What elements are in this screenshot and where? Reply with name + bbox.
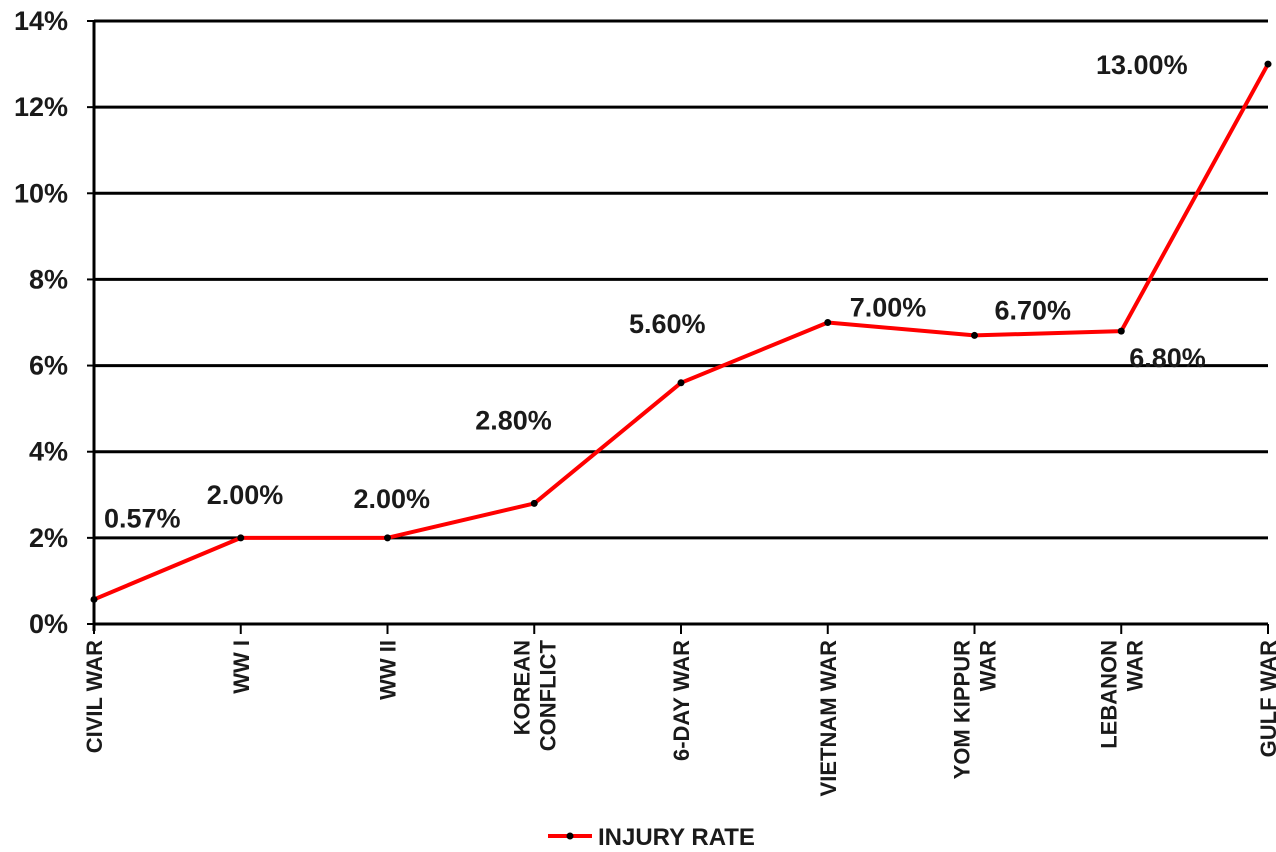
x-axis-ticks: CIVIL WAR WW I WW II KOREAN CONFLICT 6-DAY WA… <box>82 624 1276 796</box>
y-tick-label: 8% <box>29 264 68 294</box>
x-tick-label: WW II <box>376 640 401 700</box>
x-tick-label: GULF WAR <box>1256 640 1276 757</box>
data-label: 5.60% <box>629 309 706 339</box>
x-tick-label: WAR <box>1122 640 1147 691</box>
x-tick-label: 6-DAY WAR <box>669 640 694 761</box>
y-tick-label: 6% <box>29 351 68 381</box>
legend: INJURY RATE <box>548 824 755 851</box>
y-tick-label: 12% <box>14 92 68 122</box>
legend-marker <box>566 832 574 840</box>
data-label: 0.57% <box>104 503 181 533</box>
data-point <box>1117 327 1125 335</box>
data-label: 2.00% <box>354 484 431 514</box>
data-point <box>90 595 98 603</box>
y-tick-label: 0% <box>29 609 68 639</box>
data-label: 6.70% <box>995 295 1072 325</box>
data-point <box>824 319 832 326</box>
data-point <box>237 534 245 542</box>
y-tick-label: 2% <box>29 523 68 553</box>
data-label: 2.00% <box>207 480 284 510</box>
data-label: 13.00% <box>1096 50 1188 80</box>
data-labels: 0.57% 2.00% 2.00% 2.80% 5.60% 7.00% 6.70% 6.80%… <box>104 50 1206 533</box>
data-label: 2.80% <box>475 405 552 435</box>
data-point <box>384 534 391 542</box>
y-tick-label: 4% <box>29 437 68 467</box>
x-tick-label: WAR <box>976 640 1001 691</box>
x-tick-label: YOM KIPPUR <box>950 640 975 779</box>
x-tick-label: LEBANON <box>1096 640 1121 749</box>
y-tick-label: 14% <box>14 6 68 36</box>
data-label: 7.00% <box>850 293 927 323</box>
series-injury-rate <box>90 60 1272 603</box>
data-point <box>971 331 978 339</box>
data-point <box>677 379 685 387</box>
y-axis-ticks: 0% 2% 4% 6% 8% 10% 12% 14% <box>14 6 68 639</box>
x-tick-label: KOREAN <box>509 640 534 735</box>
x-tick-label: VIETNAM WAR <box>816 640 841 797</box>
data-point <box>1264 60 1272 68</box>
legend-label: INJURY RATE <box>598 824 755 851</box>
data-point <box>530 499 538 507</box>
x-tick-label: CONFLICT <box>535 639 560 751</box>
y-tick-label: 10% <box>14 178 68 208</box>
data-label: 6.80% <box>1129 343 1206 373</box>
x-tick-label: CIVIL WAR <box>82 640 107 753</box>
x-tick-label: WW I <box>229 640 254 694</box>
